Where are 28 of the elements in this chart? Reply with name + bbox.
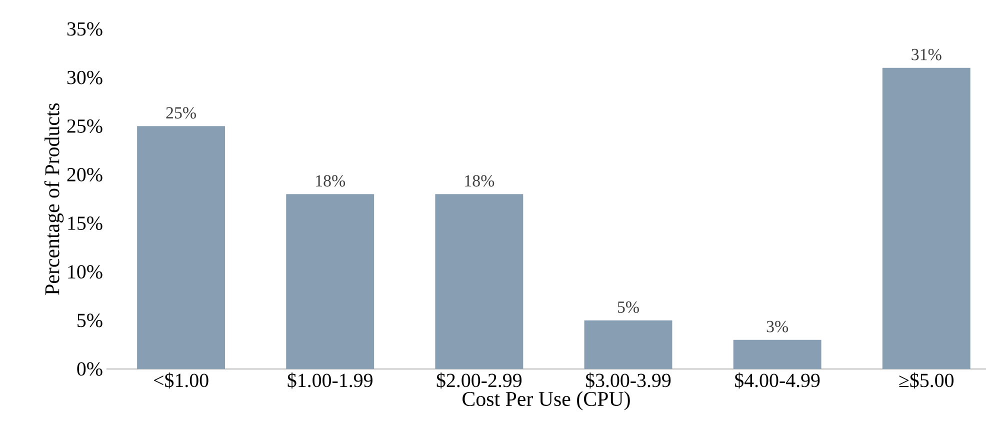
y-tick-label: 15%: [68, 216, 102, 230]
bar: [882, 68, 970, 369]
x-tick-label: $1.00-1.99: [288, 372, 372, 388]
data-label: 18%: [316, 175, 346, 187]
x-tick-label: $3.00-3.99: [586, 372, 671, 388]
data-label: 31%: [912, 48, 942, 60]
x-axis-title: Cost Per Use (CPU): [462, 391, 630, 410]
bar: [137, 126, 226, 369]
x-tick-label: $4.00-4.99: [735, 372, 820, 388]
data-label: 3%: [766, 320, 788, 332]
y-tick-label: 10%: [68, 265, 102, 279]
y-tick-label: 5%: [78, 314, 102, 328]
data-label: 25%: [166, 107, 196, 119]
y-tick-label: 25%: [67, 119, 102, 133]
bar: [435, 194, 524, 369]
x-tick-label: <$1.00: [154, 372, 208, 388]
bar: [733, 340, 822, 369]
data-label: 5%: [618, 301, 639, 313]
y-axis-title: Percentage of Products: [44, 103, 64, 295]
bar: [584, 320, 672, 369]
x-tick-label: ≥$5.00: [899, 372, 954, 388]
y-tick-label: 30%: [67, 70, 102, 84]
y-tick-label: 20%: [67, 168, 102, 182]
x-tick-label: $2.00-2.99: [436, 372, 522, 388]
data-label: 18%: [465, 175, 494, 187]
y-tick-label: 35%: [67, 22, 102, 36]
bar: [286, 194, 374, 369]
y-tick-label: 0%: [77, 362, 102, 376]
